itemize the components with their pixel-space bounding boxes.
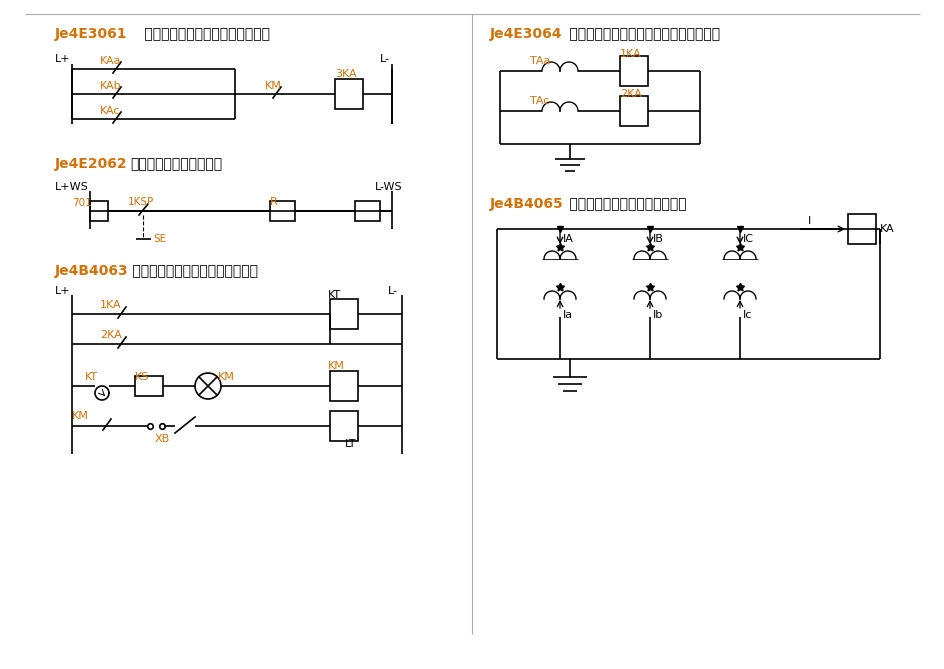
Text: I: I [807, 216, 810, 226]
Text: L-WS: L-WS [375, 182, 402, 192]
Text: 701: 701 [72, 198, 92, 208]
Bar [334, 79, 362, 109]
Text: KM: KM [264, 81, 281, 91]
Text: 3KA: 3KA [334, 69, 356, 79]
Text: Je4B4065: Je4B4065 [490, 197, 564, 211]
Text: L+WS: L+WS [55, 182, 89, 192]
Bar [355, 201, 379, 221]
Text: 画出事故音响试验回路。: 画出事故音响试验回路。 [130, 157, 222, 171]
Text: KAb: KAb [100, 81, 122, 91]
Text: 2KA: 2KA [100, 330, 122, 340]
Bar [329, 371, 358, 401]
Text: KAc: KAc [100, 106, 121, 116]
Text: Je4E3064: Je4E3064 [490, 27, 562, 41]
Text: KA: KA [879, 224, 894, 234]
Bar [270, 201, 295, 221]
Text: Ic: Ic [742, 310, 751, 320]
Text: 1KA: 1KA [619, 49, 641, 59]
Text: SE: SE [153, 234, 166, 244]
Text: 请画出零序电流滤过器接线图。: 请画出零序电流滤过器接线图。 [565, 197, 686, 211]
Text: R: R [270, 197, 278, 207]
Bar [329, 299, 358, 329]
Text: IC: IC [742, 234, 753, 244]
Text: KM: KM [218, 372, 235, 382]
Text: 2KA: 2KA [619, 89, 641, 99]
Bar [135, 376, 162, 396]
Text: 请画出两相式过流保护交流回路展开图。: 请画出两相式过流保护交流回路展开图。 [565, 27, 719, 41]
Text: Je4E2062: Je4E2062 [55, 157, 127, 171]
Text: L+: L+ [55, 54, 71, 64]
Text: 请画出两相式过流保直流展开图。: 请画出两相式过流保直流展开图。 [127, 264, 258, 278]
Text: L-: L- [379, 54, 390, 64]
Text: KM: KM [72, 411, 89, 421]
Bar [619, 96, 648, 126]
Text: XB: XB [155, 434, 170, 444]
Text: Je4B4063: Je4B4063 [55, 264, 128, 278]
Text: LT: LT [345, 439, 356, 449]
Text: KAa: KAa [100, 56, 122, 66]
Text: 1KSP: 1KSP [127, 197, 154, 207]
Text: Je4E3061: Je4E3061 [55, 27, 127, 41]
Bar [847, 214, 875, 244]
Bar [329, 411, 358, 441]
Text: IB: IB [652, 234, 664, 244]
Text: TAa: TAa [530, 56, 549, 66]
Text: KM: KM [328, 361, 345, 371]
Text: KS: KS [135, 372, 149, 382]
Text: L+: L+ [55, 286, 71, 296]
Bar [619, 56, 648, 86]
Bar [90, 201, 108, 221]
Text: Ib: Ib [652, 310, 663, 320]
Text: L-: L- [388, 286, 397, 296]
Text: TAc: TAc [530, 96, 548, 106]
Text: KT: KT [85, 372, 98, 382]
Text: IA: IA [563, 234, 573, 244]
Text: 1KA: 1KA [100, 300, 122, 310]
Text: 请画出备投后备过流动作原理图。: 请画出备投后备过流动作原理图。 [140, 27, 270, 41]
Text: KT: KT [328, 290, 341, 300]
Text: Ia: Ia [563, 310, 572, 320]
